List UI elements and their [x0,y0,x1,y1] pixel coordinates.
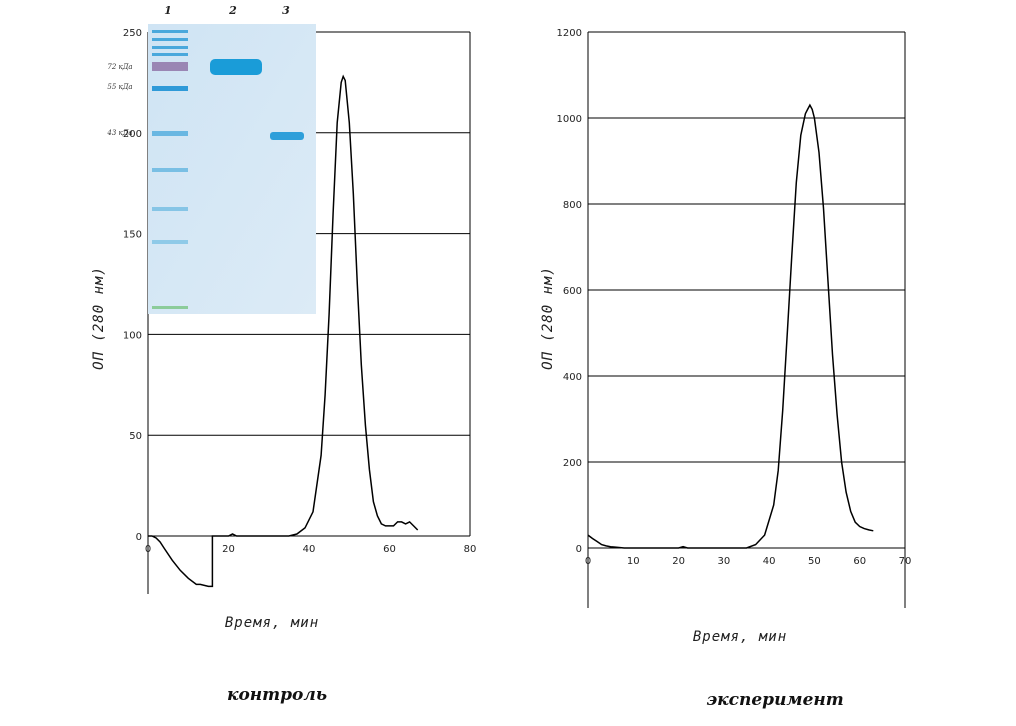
experiment-y-tick-labels: 0 200 400 600 800 1000 1200 [557,28,582,555]
y-tick-label: 0 [136,532,142,543]
x-tick-label: 50 [808,556,821,567]
y-tick-label: 100 [123,330,142,341]
experiment-caption: эксперимент [706,690,844,710]
x-tick-label: 80 [464,544,477,555]
gel-ladder-band [152,168,188,172]
gel-lane3-band [270,132,304,140]
x-tick-label: 60 [383,544,396,555]
experiment-gridlines [588,31,905,463]
x-tick-label: 20 [672,556,685,567]
x-tick-label: 10 [627,556,640,567]
gel-ladder-band [152,240,188,244]
gel-lane2-band [210,59,262,75]
gel-ladder-band [152,53,188,56]
control-y-axis-title: ОП (280 нм) [91,266,107,370]
y-tick-label: 150 [123,230,142,241]
y-tick-label: 200 [563,458,582,469]
x-tick-label: 0 [585,556,591,567]
y-tick-label: 200 [123,129,142,140]
y-tick-label: 600 [563,286,582,297]
gel-ladder-band [152,62,188,71]
experiment-y-axis-title: ОП (280 нм) [540,266,556,370]
control-series-line [148,74,419,588]
gel-ladder-band [152,207,188,211]
gel-lane-label-2: 2 [228,4,237,17]
y-tick-label: 800 [563,200,582,211]
x-tick-label: 40 [303,544,316,555]
gel-ladder-band [152,38,188,41]
x-tick-label: 0 [145,544,151,555]
y-tick-label: 400 [563,372,582,383]
gel-ladder-band [152,131,188,136]
experiment-series-line [587,103,874,549]
gel-marker-72: 72 кДа [107,63,132,71]
x-tick-label: 40 [763,556,776,567]
y-tick-label: 1000 [557,114,582,125]
gel-ladder-band [152,306,188,309]
experiment-chromatogram: 0 200 400 600 800 1000 1200 0 10 20 30 40 50 60 70 ОП… [540,28,911,710]
y-tick-label: 50 [129,431,142,442]
experiment-x-tick-labels: 0 10 20 30 40 50 60 70 [585,556,912,567]
x-tick-label: 60 [853,556,866,567]
gel-lane-label-1: 1 [164,4,172,17]
y-tick-label: 1200 [557,28,582,39]
y-tick-label: 250 [123,28,142,39]
x-tick-label: 30 [717,556,730,567]
gel-ladder-band [152,46,188,49]
gel-ladder-band [152,86,188,91]
gel-ladder-band [152,30,188,33]
control-chromatogram: 0 50 100 150 200 250 0 20 40 60 80 ОП (280 нм) Вр… [91,4,476,705]
control-x-tick-labels: 0 20 40 60 80 [145,544,477,555]
x-tick-label: 70 [899,556,912,567]
x-tick-label: 20 [222,544,235,555]
control-x-axis-title: Время, мин [225,615,319,631]
y-tick-label: 0 [576,544,582,555]
gel-marker-43: 43 кДа [106,129,132,137]
control-y-tick-labels: 0 50 100 150 200 250 [123,28,142,543]
control-caption: контроль [227,685,327,705]
gel-inset: 1 2 3 72 кДа 55 кДа 43 кДа [106,4,316,314]
gel-lane-label-3: 3 [282,4,290,17]
gel-marker-55: 55 кДа [107,83,132,91]
experiment-x-axis-title: Время, мин [693,629,787,645]
